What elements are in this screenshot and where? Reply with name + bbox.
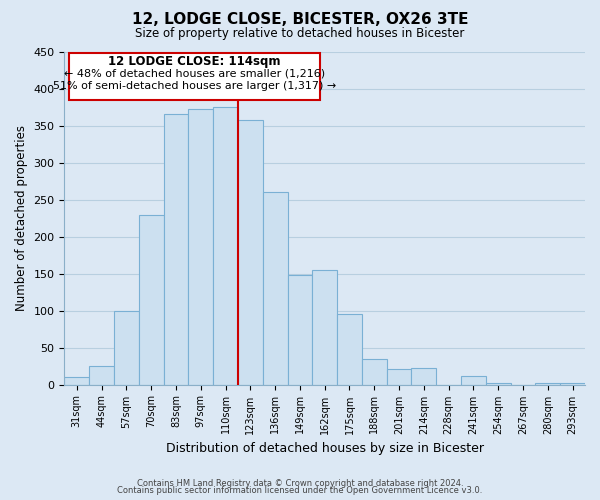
Bar: [188, 109, 213, 384]
Bar: [164, 114, 188, 384]
Y-axis label: Number of detached properties: Number of detached properties: [15, 125, 28, 311]
Bar: [89, 366, 114, 384]
Bar: [486, 383, 511, 384]
Text: Size of property relative to detached houses in Bicester: Size of property relative to detached ho…: [136, 28, 464, 40]
Bar: [114, 310, 139, 384]
Bar: [362, 358, 386, 384]
Bar: [386, 369, 412, 384]
Text: Contains public sector information licensed under the Open Government Licence v3: Contains public sector information licen…: [118, 486, 482, 495]
Bar: [64, 377, 89, 384]
Bar: [287, 275, 313, 384]
Bar: [461, 376, 486, 384]
Text: 12, LODGE CLOSE, BICESTER, OX26 3TE: 12, LODGE CLOSE, BICESTER, OX26 3TE: [132, 12, 468, 28]
X-axis label: Distribution of detached houses by size in Bicester: Distribution of detached houses by size …: [166, 442, 484, 455]
Text: 51% of semi-detached houses are larger (1,317) →: 51% of semi-detached houses are larger (…: [53, 80, 336, 90]
Text: ← 48% of detached houses are smaller (1,216): ← 48% of detached houses are smaller (1,…: [64, 68, 325, 78]
Bar: [213, 107, 238, 384]
Bar: [139, 215, 164, 384]
Bar: [263, 192, 287, 384]
Bar: [535, 383, 560, 384]
Text: Contains HM Land Registry data © Crown copyright and database right 2024.: Contains HM Land Registry data © Crown c…: [137, 478, 463, 488]
Bar: [238, 120, 263, 384]
Bar: [313, 270, 337, 384]
Bar: [412, 368, 436, 384]
Bar: [337, 314, 362, 384]
Text: 12 LODGE CLOSE: 114sqm: 12 LODGE CLOSE: 114sqm: [109, 56, 281, 68]
Bar: [560, 383, 585, 384]
FancyBboxPatch shape: [70, 53, 320, 100]
